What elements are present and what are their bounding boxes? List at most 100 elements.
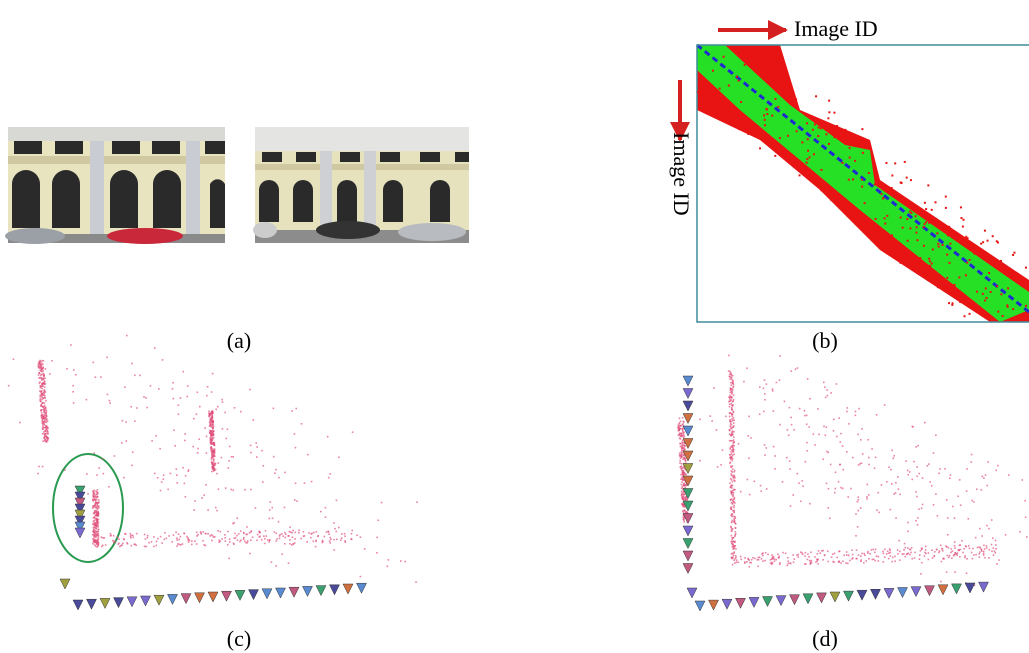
point — [41, 379, 43, 381]
point — [682, 498, 684, 500]
point — [43, 375, 45, 377]
point — [341, 533, 343, 535]
point — [98, 499, 100, 501]
point — [733, 394, 735, 396]
point — [102, 458, 104, 460]
point — [679, 443, 681, 445]
point — [212, 423, 214, 425]
point — [933, 452, 935, 454]
point — [92, 534, 94, 536]
match-dot — [948, 226, 950, 228]
point — [265, 535, 267, 537]
point — [292, 536, 294, 538]
camera — [343, 584, 353, 594]
point — [731, 530, 733, 532]
point — [969, 548, 971, 550]
point — [194, 500, 196, 502]
point — [168, 535, 170, 537]
point — [93, 505, 95, 507]
point — [41, 415, 43, 417]
point — [42, 373, 44, 375]
point — [679, 460, 681, 462]
point — [735, 527, 737, 529]
match-dot — [759, 147, 761, 149]
point — [122, 543, 124, 545]
point — [313, 532, 315, 534]
point-cloud-c — [0, 335, 418, 610]
point — [983, 554, 985, 556]
match-dot — [838, 138, 840, 140]
match-dot — [744, 64, 746, 66]
point — [38, 374, 40, 376]
point — [289, 526, 291, 528]
point — [415, 581, 417, 583]
point — [213, 433, 215, 435]
point — [733, 492, 735, 494]
point — [213, 449, 215, 451]
point — [174, 445, 176, 447]
match-dot — [801, 141, 803, 143]
point — [814, 556, 816, 558]
point — [766, 488, 768, 490]
point — [955, 552, 957, 554]
point — [817, 563, 819, 565]
match-dot — [959, 301, 961, 303]
point — [42, 370, 44, 372]
match-dot — [1013, 279, 1015, 281]
point — [193, 418, 195, 420]
point — [131, 363, 133, 365]
point — [824, 555, 826, 557]
point — [360, 576, 362, 578]
point — [729, 429, 731, 431]
point — [252, 536, 254, 538]
point — [893, 493, 895, 495]
point — [42, 440, 44, 442]
point — [93, 521, 95, 523]
point — [988, 557, 990, 559]
point — [98, 507, 100, 509]
point — [95, 491, 97, 493]
point — [954, 541, 956, 543]
point — [217, 530, 219, 532]
match-dot — [948, 262, 950, 264]
point — [215, 409, 217, 411]
point — [70, 344, 72, 346]
point — [842, 445, 844, 447]
point — [43, 437, 45, 439]
point — [326, 531, 328, 533]
point — [212, 466, 214, 468]
point — [73, 369, 75, 371]
point — [113, 535, 115, 537]
match-dot — [899, 262, 901, 264]
point — [910, 552, 912, 554]
match-dot — [894, 162, 896, 164]
point — [225, 487, 227, 489]
point — [809, 563, 811, 565]
point — [984, 548, 986, 550]
point — [748, 457, 750, 459]
point — [680, 451, 682, 453]
point — [732, 475, 734, 477]
point — [45, 368, 47, 370]
match-dot — [807, 150, 809, 152]
point — [221, 457, 223, 459]
point — [890, 552, 892, 554]
point — [843, 469, 845, 471]
point — [173, 429, 175, 431]
point — [735, 531, 737, 533]
point — [845, 562, 847, 564]
point — [295, 447, 297, 449]
point — [982, 476, 984, 478]
point — [888, 552, 890, 554]
match-dot — [831, 131, 833, 133]
point — [731, 538, 733, 540]
point — [922, 504, 924, 506]
point — [39, 396, 41, 398]
point — [245, 542, 247, 544]
point — [730, 473, 732, 475]
point — [1024, 500, 1026, 502]
point — [282, 535, 284, 537]
point — [907, 547, 909, 549]
point — [838, 417, 840, 419]
point — [866, 498, 868, 500]
